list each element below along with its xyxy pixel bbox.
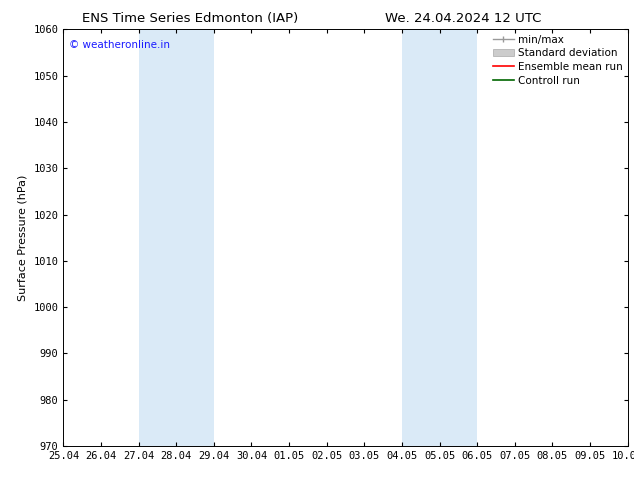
Bar	[139, 29, 214, 446]
Text: © weatheronline.in: © weatheronline.in	[69, 40, 170, 50]
Text: We. 24.04.2024 12 UTC: We. 24.04.2024 12 UTC	[385, 12, 541, 25]
Y-axis label: Surface Pressure (hPa): Surface Pressure (hPa)	[18, 174, 28, 301]
Text: ENS Time Series Edmonton (IAP): ENS Time Series Edmonton (IAP)	[82, 12, 299, 25]
Bar	[402, 29, 477, 446]
Legend: min/max, Standard deviation, Ensemble mean run, Controll run: min/max, Standard deviation, Ensemble me…	[491, 32, 624, 88]
